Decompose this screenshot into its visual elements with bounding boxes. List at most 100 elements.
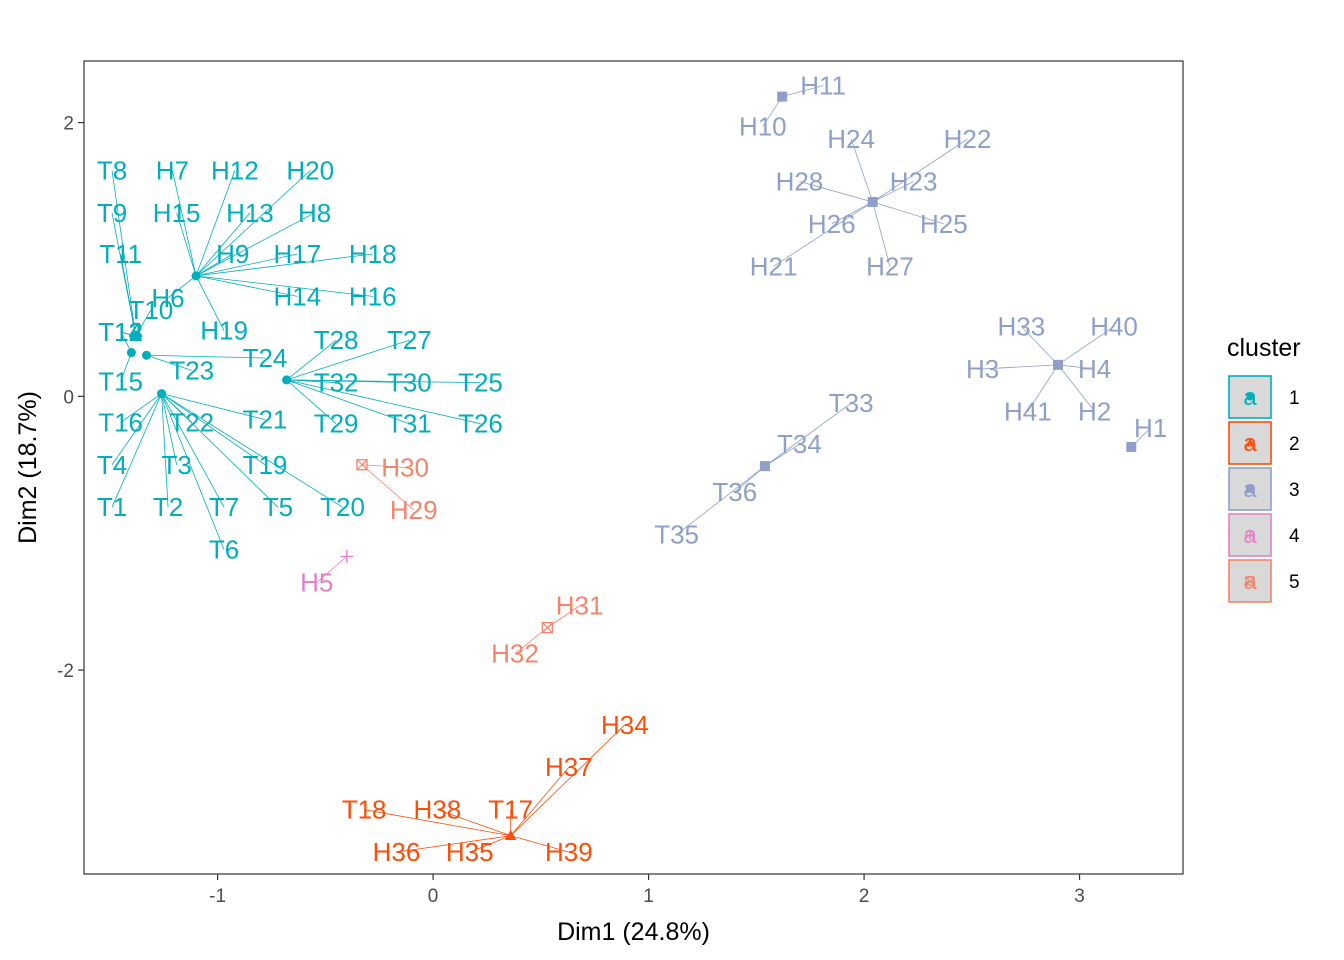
point-label: H1 xyxy=(1134,413,1167,443)
point-label: H2 xyxy=(1078,396,1111,426)
point-label: T11 xyxy=(99,239,142,269)
chart-axes: -1 0 1 2 3 -2 0 2 xyxy=(57,114,1085,907)
cluster-marker-plus xyxy=(1244,529,1256,541)
cluster-marker-triangle xyxy=(504,829,517,840)
label-leader-line xyxy=(161,393,225,508)
point-label: H40 xyxy=(1090,312,1138,342)
y-tick-label: 0 xyxy=(63,387,74,408)
cluster-marker-circle xyxy=(191,271,201,281)
point-label: H31 xyxy=(556,591,604,621)
label-leader-line xyxy=(286,379,481,384)
label-leader-line xyxy=(195,212,251,277)
point-label: H21 xyxy=(750,251,798,281)
point-label: H19 xyxy=(200,316,248,346)
x-tick-label: 0 xyxy=(428,886,439,907)
point-label: T27 xyxy=(387,325,432,355)
point-label: H26 xyxy=(808,209,856,239)
label-leader-line xyxy=(146,354,266,359)
point-label: T22 xyxy=(169,407,214,437)
label-leader-line xyxy=(510,766,570,836)
point-label: T33 xyxy=(829,388,874,418)
cluster-marker-circle xyxy=(282,375,292,385)
cluster-marker-square xyxy=(777,91,788,102)
cluster-marker-square xyxy=(1246,485,1254,493)
legend-key xyxy=(1228,375,1272,419)
label-leader-line xyxy=(762,96,783,127)
label-leader-line xyxy=(196,253,373,277)
point-label: H20 xyxy=(286,155,334,185)
point-label: H25 xyxy=(920,209,968,239)
label-leader-line xyxy=(872,138,968,203)
label-leader-line xyxy=(161,393,343,508)
data-points xyxy=(126,91,1137,840)
cluster-marker-square xyxy=(1126,441,1137,452)
point-label: T12 xyxy=(98,317,143,347)
label-leader-line xyxy=(361,464,406,468)
point-label: H36 xyxy=(373,837,421,867)
label-leader-line xyxy=(799,181,873,203)
legend-label: 3 xyxy=(1289,480,1300,501)
point-label: T13 xyxy=(98,317,143,347)
legend: cluster a 1a 2a 3a 4a 5 xyxy=(1227,334,1301,603)
cluster-marker-square xyxy=(1053,359,1064,370)
chart-marks: H7 H12 H20 H15 H13 H8 H9 H17 H18 H6 H14 H16 H19 T8 T9 T… xyxy=(97,71,1167,867)
point-label: H39 xyxy=(545,837,593,867)
point-label: H30 xyxy=(381,453,429,483)
legend-label: 2 xyxy=(1289,434,1300,455)
cluster-marker-circle xyxy=(126,348,136,358)
label-leader-line xyxy=(469,835,511,853)
label-leader-line xyxy=(1027,364,1059,412)
point-label: T24 xyxy=(243,343,288,373)
point-label: H14 xyxy=(273,281,321,311)
label-leader-line xyxy=(195,170,311,277)
label-leader-line xyxy=(872,181,914,203)
point-label: T6 xyxy=(209,535,239,565)
point-label: T26 xyxy=(458,409,503,439)
point-label: H28 xyxy=(776,166,824,196)
cluster-marker-square-cross xyxy=(356,459,368,471)
point-label: H12 xyxy=(211,155,259,185)
label-leader-line xyxy=(1057,326,1115,366)
label-leader-line xyxy=(1057,364,1095,370)
cluster-marker-square-cross xyxy=(1245,576,1255,586)
label-leader-line xyxy=(1021,326,1059,366)
point-label: H5 xyxy=(300,567,333,597)
point-label: T20 xyxy=(320,492,365,522)
point-label: H3 xyxy=(966,354,999,384)
cluster-marker-plus xyxy=(340,549,354,563)
cluster-marker-circle xyxy=(1246,393,1254,401)
label-leader-line xyxy=(135,309,152,337)
point-label: H38 xyxy=(414,795,462,825)
label-leader-line xyxy=(364,809,511,837)
point-label: T36 xyxy=(712,477,757,507)
point-label: T34 xyxy=(777,429,822,459)
label-leader-line xyxy=(161,393,178,465)
point-label: T28 xyxy=(314,325,359,355)
cluster-marker-square-cross xyxy=(541,621,553,634)
point-label: T25 xyxy=(458,368,503,398)
label-leader-line xyxy=(1057,364,1095,412)
point-label: T23 xyxy=(169,355,214,385)
label-leader-line xyxy=(111,170,137,337)
label-leader-line xyxy=(872,201,944,225)
point-label: T7 xyxy=(209,492,239,522)
point-label: H10 xyxy=(739,112,787,142)
label-leader-line xyxy=(195,253,298,277)
point-label: H37 xyxy=(545,752,593,782)
point-label: T29 xyxy=(314,409,359,439)
label-leader-line xyxy=(161,393,266,420)
point-label: H27 xyxy=(866,251,914,281)
label-leader-line xyxy=(286,339,337,381)
label-leader-line xyxy=(161,393,266,466)
x-tick-label: 3 xyxy=(1074,886,1085,907)
point-label: H15 xyxy=(153,198,201,228)
label-leader-line xyxy=(195,212,315,277)
point-label: T30 xyxy=(387,368,432,398)
label-leader-line xyxy=(176,212,197,277)
label-leader-line xyxy=(161,393,279,508)
